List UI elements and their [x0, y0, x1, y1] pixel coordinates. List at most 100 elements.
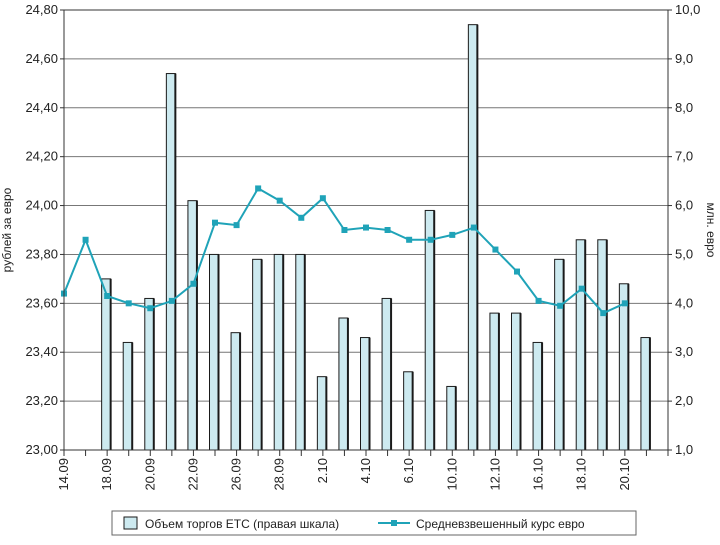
left-tick-label: 24,80 [25, 2, 58, 17]
x-tick-label: 10.10 [444, 458, 459, 491]
left-tick-label: 23,00 [25, 442, 58, 457]
legend-bar-swatch [123, 516, 138, 530]
line-marker [341, 227, 348, 233]
line-marker [427, 236, 434, 243]
line-marker [406, 236, 413, 243]
right-tick-label: 7,0 [675, 149, 693, 164]
bar [273, 253, 284, 451]
bar [597, 239, 608, 451]
left-axis: 23,00 23,20 23,40 23,60 23,80 24,00 24,20 24,40… [25, 2, 64, 457]
right-tick-label: 6,0 [675, 198, 693, 213]
line-marker [470, 224, 477, 231]
right-axis-title: млн. евро [704, 203, 718, 258]
right-tick-label: 9,0 [675, 51, 693, 66]
x-tick-label: 4.10 [358, 458, 373, 483]
bar [575, 239, 586, 451]
left-tick-label: 24,40 [25, 100, 58, 115]
left-tick-label: 24,20 [25, 149, 58, 164]
bar [489, 312, 500, 451]
line-marker [147, 305, 154, 312]
bar [187, 200, 198, 451]
x-tick-label: 6.10 [401, 458, 416, 483]
bar [338, 317, 349, 451]
bar [295, 253, 306, 451]
x-tick-label: 26.09 [229, 458, 244, 491]
x-ticks [63, 450, 669, 456]
bar [165, 73, 176, 451]
x-tick-label: 20.10 [617, 458, 632, 491]
right-tick-label: 5,0 [675, 246, 693, 261]
line-marker [557, 302, 564, 309]
bar [144, 297, 155, 451]
bar [424, 209, 435, 451]
legend-label-rate: Средневзвешенный курс евро [416, 517, 585, 531]
line-series [61, 185, 628, 317]
legend-box [111, 510, 637, 536]
right-tick-label: 10,0 [675, 2, 700, 17]
left-tick-label: 23,20 [25, 393, 58, 408]
left-tick-label: 24,00 [25, 198, 58, 213]
line-marker [621, 300, 628, 307]
bar [101, 278, 112, 451]
line-marker [212, 219, 218, 226]
left-tick-label: 23,40 [25, 344, 58, 359]
line-marker [600, 310, 607, 317]
bar [511, 312, 521, 451]
line-marker [298, 214, 305, 221]
x-tick-label: 28.09 [272, 458, 287, 491]
line-marker [125, 300, 132, 307]
x-tick-labels: 14.09 18.09 20.09 22.09 26.09 28.09 2.10 4.10 6.… [56, 458, 632, 491]
right-tick-label: 8,0 [675, 100, 693, 115]
left-tick-label: 24,60 [25, 51, 58, 66]
bar [230, 332, 241, 451]
line-marker [578, 285, 585, 292]
line-marker [449, 231, 456, 238]
legend-line-marker [391, 520, 397, 526]
line-marker [190, 280, 197, 287]
right-tick-label: 3,0 [675, 344, 693, 359]
line-marker [168, 297, 175, 304]
line-marker [535, 297, 542, 304]
line-marker [82, 236, 89, 243]
x-tick-label: 18.09 [99, 458, 114, 491]
bar [532, 341, 543, 451]
right-tick-label: 2,0 [675, 393, 693, 408]
line-marker [319, 195, 326, 202]
x-tick-label: 16.10 [531, 458, 546, 491]
right-tick-label: 4,0 [675, 295, 693, 310]
line-marker [384, 227, 391, 233]
legend-label-volume: Объем торгов ЕТС (правая шкала) [145, 517, 339, 531]
line-marker [255, 185, 262, 192]
right-tick-label: 1,0 [675, 442, 693, 457]
x-tick-label: 12.10 [487, 458, 502, 491]
right-axis: 1,0 2,0 3,0 4,0 5,0 6,0 7,0 8,0 9,0 10,0 [668, 2, 700, 457]
bar [403, 371, 414, 451]
line-marker [363, 224, 369, 231]
line-marker [233, 222, 240, 229]
left-tick-label: 23,80 [25, 246, 58, 261]
left-axis-title: рублей за евро [0, 187, 14, 272]
bar [554, 258, 565, 451]
bar [252, 258, 263, 451]
line-marker [492, 246, 499, 253]
bar [209, 253, 219, 451]
bar [381, 297, 392, 451]
bar [446, 385, 457, 451]
bar-series [101, 24, 651, 451]
bar [618, 283, 629, 451]
x-tick-label: 20.09 [142, 458, 157, 491]
bar [122, 341, 133, 451]
legend: Объем торгов ЕТС (правая шкала) Средневзв… [111, 510, 637, 536]
bar [360, 337, 370, 451]
x-tick-label: 22.09 [185, 458, 200, 491]
gridlines [64, 58, 668, 402]
x-tick-label: 2.10 [315, 458, 330, 483]
line-marker [276, 197, 283, 204]
x-tick-label: 14.09 [56, 458, 71, 491]
bar [316, 376, 327, 451]
bar [640, 337, 651, 451]
bar [467, 24, 478, 451]
line-marker [104, 293, 111, 299]
